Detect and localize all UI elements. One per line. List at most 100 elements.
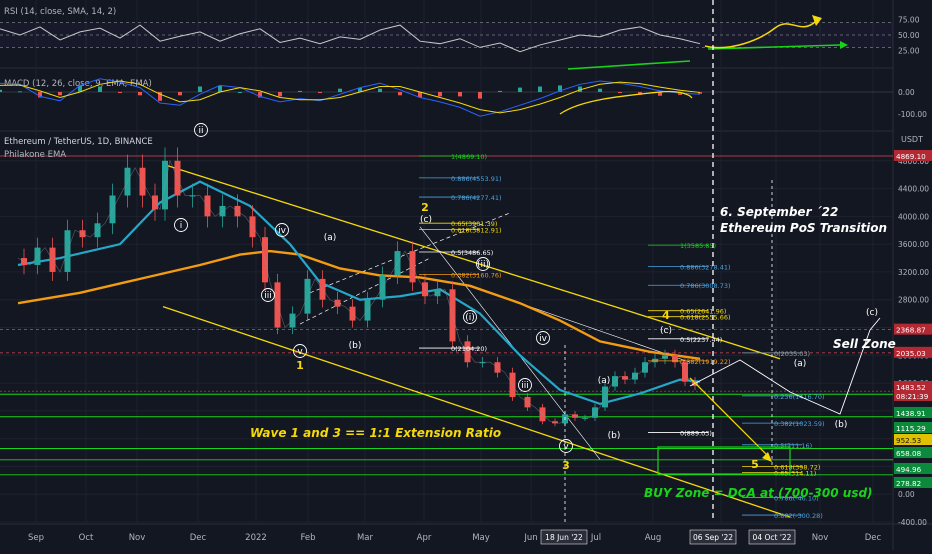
buy-zone-text: BUY Zone = DCA at (700-300 usd): [644, 486, 873, 500]
x-tick-label: Jul: [590, 533, 601, 543]
macd-histogram-bar: [318, 92, 322, 93]
macd-histogram-bar: [478, 92, 482, 99]
x-tick-label: Mar: [357, 533, 374, 543]
currency-label: USDT: [901, 135, 923, 144]
macd-histogram-bar: [278, 92, 282, 96]
fib-label: 0.886(4553.91): [451, 175, 502, 183]
price-badge-label: 2368.87: [896, 326, 926, 335]
chart-title: Ethereum / TetherUS, 1D, BINANCE: [4, 137, 153, 147]
wave-label: 2: [421, 201, 429, 214]
wave-label: (i): [465, 313, 475, 323]
macd-histogram-bar: [118, 92, 122, 93]
wave-label: iii: [521, 381, 529, 391]
wave-label: (b): [608, 431, 621, 441]
fib-label: 1(4869.10): [451, 153, 487, 161]
x-tick-label: Dec: [865, 533, 882, 543]
x-tick-label: Nov: [812, 533, 829, 543]
date-badge-label: 06 Sep '22: [693, 533, 733, 542]
wave-label: 5: [751, 458, 759, 471]
price-badge-label: 08:21:39: [896, 392, 929, 401]
wave-ratio-text: Wave 1 and 3 == 1:1 Extension Ratio: [250, 426, 501, 440]
fib-label: 0.618(3812.91): [451, 226, 502, 234]
fib-label: 0.882(-300.28): [774, 512, 823, 520]
price-badge-label: 278.82: [896, 479, 921, 488]
fib-label: 0.5(2237.44): [680, 336, 722, 344]
macd-histogram-bar: [338, 89, 342, 92]
macd-tick-label: -100.00: [898, 110, 927, 119]
wave-label: (c): [660, 326, 672, 336]
wave-label: 4: [662, 309, 670, 322]
date-badge-label: 18 Jun '22: [545, 533, 583, 542]
x-tick-label: 2022: [245, 533, 267, 543]
x-tick-label: Feb: [300, 533, 315, 543]
macd-histogram-bar: [538, 87, 542, 93]
wave-label: iii: [264, 291, 272, 301]
price-badge-label: 1115.29: [896, 424, 926, 433]
x-tick-label: May: [472, 533, 490, 543]
y-tick-label: 2800.00: [898, 296, 929, 305]
fib-label: 0.236(1416.70): [774, 393, 825, 401]
fib-label: 0.786(4277.41): [451, 194, 502, 202]
wave-label: 1: [296, 359, 304, 372]
fib-label: 0(2104.20): [451, 345, 487, 353]
macd-histogram-bar: [398, 92, 402, 95]
price-badge-label: 4869.10: [896, 152, 926, 161]
wave-label: ii: [198, 126, 203, 136]
sell-zone-text: Sell Zone: [833, 337, 896, 351]
x-tick-label: Aug: [645, 533, 662, 543]
wave-label: v: [297, 347, 303, 357]
fib-label: 0.382(1919.22): [680, 358, 731, 366]
wave-label: iv: [278, 226, 287, 236]
macd-histogram-bar: [598, 89, 602, 92]
macd-histogram-bar: [438, 92, 442, 96]
wave-label: (ii): [477, 260, 489, 270]
price-badge-label: 494.96: [896, 465, 922, 474]
fib-label: 0.786(3008.73): [680, 282, 731, 290]
y-tick-label: 0.00: [898, 490, 915, 499]
macd-histogram-bar: [18, 91, 22, 92]
wave-label: v: [563, 442, 569, 452]
price-badge-label: 2035.03: [896, 349, 926, 358]
price-badge-label: 1438.91: [896, 409, 926, 418]
y-tick-label: -400.00: [898, 518, 927, 527]
macd-histogram-bar: [238, 92, 242, 93]
fib-label: 1(3585.85): [680, 242, 716, 250]
wave-label: iv: [539, 334, 548, 344]
x-tick-label: Apr: [417, 533, 432, 543]
macd-histogram-bar: [518, 88, 522, 92]
macd-histogram-bar: [198, 87, 202, 93]
wave-label: i: [180, 221, 183, 231]
pos-title-line2: Ethereum PoS Transition: [720, 221, 887, 235]
wave-label: (c): [420, 215, 432, 225]
macd-histogram-bar: [378, 89, 382, 92]
wave-label: (c): [866, 308, 878, 318]
pos-title-line1: 6. September ´22: [720, 205, 838, 219]
x-tick-label: Nov: [129, 533, 146, 543]
rsi-tick-label: 25.00: [898, 47, 920, 56]
macd-tick-label: 0.00: [898, 88, 915, 97]
macd-histogram-bar: [178, 92, 182, 95]
wave-label: (a): [324, 233, 337, 243]
macd-histogram-bar: [298, 91, 302, 92]
fib-label: 0.5(3486.65): [451, 249, 493, 257]
y-tick-label: 3200.00: [898, 268, 929, 277]
rsi-tick-label: 50.00: [898, 31, 920, 40]
fib-label: 0.618(2555.66): [680, 314, 731, 322]
x-tick-label: Dec: [190, 533, 207, 543]
fib-label: 0.886(3278.41): [680, 263, 731, 271]
macd-histogram-bar: [458, 92, 462, 96]
indicator-label: Philakone EMA: [4, 150, 66, 160]
macd-histogram-bar: [98, 87, 102, 93]
x-tick-label: Oct: [79, 533, 94, 543]
y-tick-label: 3600.00: [898, 240, 929, 249]
macd-histogram-bar: [58, 92, 62, 95]
wave-label: 3: [562, 459, 570, 472]
wave-label: (b): [835, 420, 848, 430]
macd-histogram-bar: [498, 91, 502, 92]
fib-label: 0.65(314.11): [774, 469, 816, 477]
y-tick-label: 4000.00: [898, 212, 929, 221]
macd-histogram-bar: [0, 90, 2, 92]
rsi-label: RSI (14, close, SMA, 14, 2): [4, 7, 116, 17]
